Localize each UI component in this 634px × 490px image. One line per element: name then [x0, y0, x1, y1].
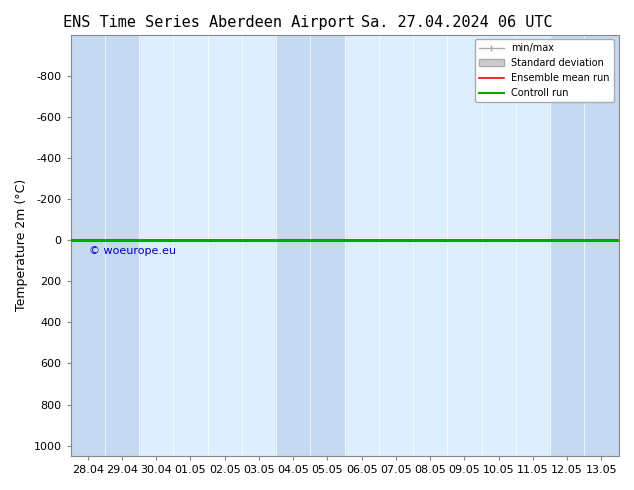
- Text: ENS Time Series Aberdeen Airport: ENS Time Series Aberdeen Airport: [63, 15, 355, 30]
- Text: © woeurope.eu: © woeurope.eu: [89, 246, 176, 256]
- Bar: [276, 35, 344, 456]
- Text: Sa. 27.04.2024 06 UTC: Sa. 27.04.2024 06 UTC: [361, 15, 552, 30]
- Legend: min/max, Standard deviation, Ensemble mean run, Controll run: min/max, Standard deviation, Ensemble me…: [476, 40, 614, 102]
- Bar: [70, 35, 139, 456]
- Y-axis label: Temperature 2m (°C): Temperature 2m (°C): [15, 179, 28, 312]
- Bar: [550, 35, 619, 456]
